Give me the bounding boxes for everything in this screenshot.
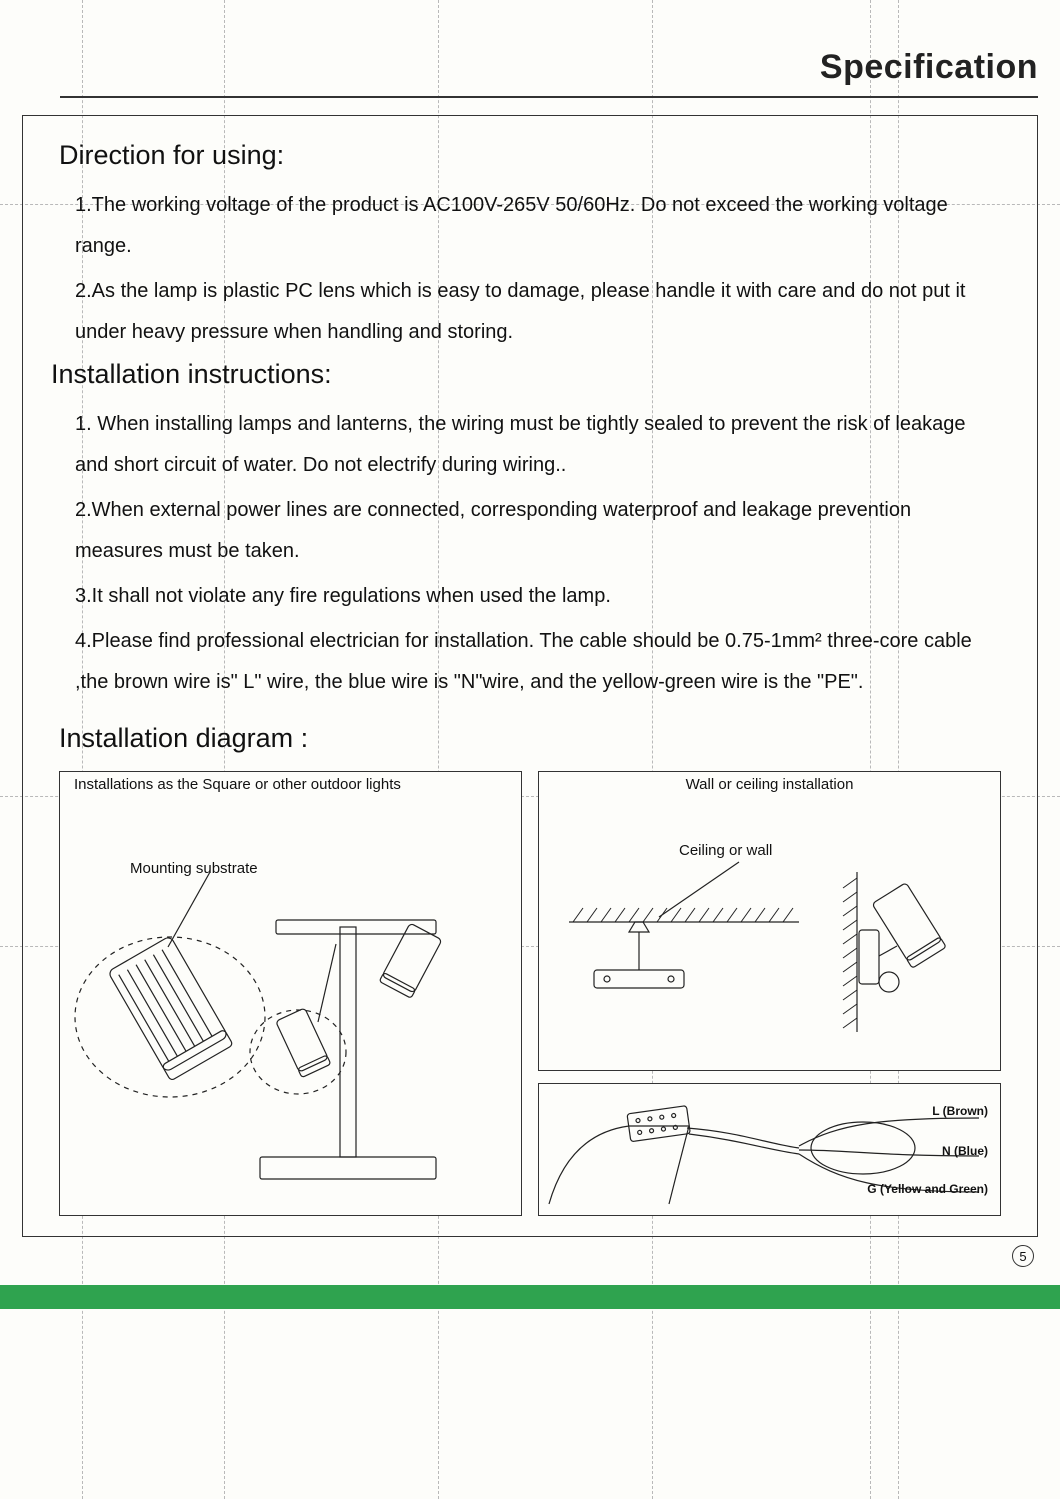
diagram-area: Installations as the Square or other out… (59, 771, 1001, 1216)
installation-body: 1. When installing lamps and lanterns, t… (59, 404, 1001, 703)
page-title: Specification (820, 48, 1038, 87)
sketch-wall-ceiling (539, 772, 999, 1072)
diagram-box-outdoor: Installations as the Square or other out… (59, 771, 522, 1216)
sketch-outdoor-lamps (60, 772, 520, 1202)
label-wire-l: L (Brown) (932, 1104, 988, 1118)
diagram-col-left: Installations as the Square or other out… (59, 771, 522, 1216)
install-item-3: 3.It shall not violate any fire regulati… (75, 576, 1001, 617)
heading-direction: Direction for using: (59, 140, 1001, 171)
direction-item-1: 1.The working voltage of the product is … (75, 185, 1001, 267)
direction-item-2: 2.As the lamp is plastic PC lens which i… (75, 271, 1001, 353)
footer-bar (0, 1285, 1060, 1309)
heading-installation: Installation instructions: (51, 359, 1001, 390)
diagram-box-wall-ceiling: Wall or ceiling installation Ceiling or … (538, 771, 1001, 1071)
heading-diagram: Installation diagram : (59, 723, 1001, 754)
content-box: Direction for using: 1.The working volta… (22, 115, 1038, 1237)
page-number: 5 (1012, 1245, 1034, 1267)
install-item-4: 4.Please find professional electrician f… (75, 621, 1001, 703)
label-wire-n: N (Blue) (942, 1144, 988, 1158)
label-wire-g: G (Yellow and Green) (867, 1182, 988, 1196)
install-item-1: 1. When installing lamps and lanterns, t… (75, 404, 1001, 486)
title-rule (60, 96, 1038, 98)
direction-body: 1.The working voltage of the product is … (59, 185, 1001, 353)
install-item-2: 2.When external power lines are connecte… (75, 490, 1001, 572)
diagram-col-right: Wall or ceiling installation Ceiling or … (538, 771, 1001, 1216)
diagram-box-wiring: L (Brown) N (Blue) G (Yellow and Green) (538, 1083, 1001, 1216)
